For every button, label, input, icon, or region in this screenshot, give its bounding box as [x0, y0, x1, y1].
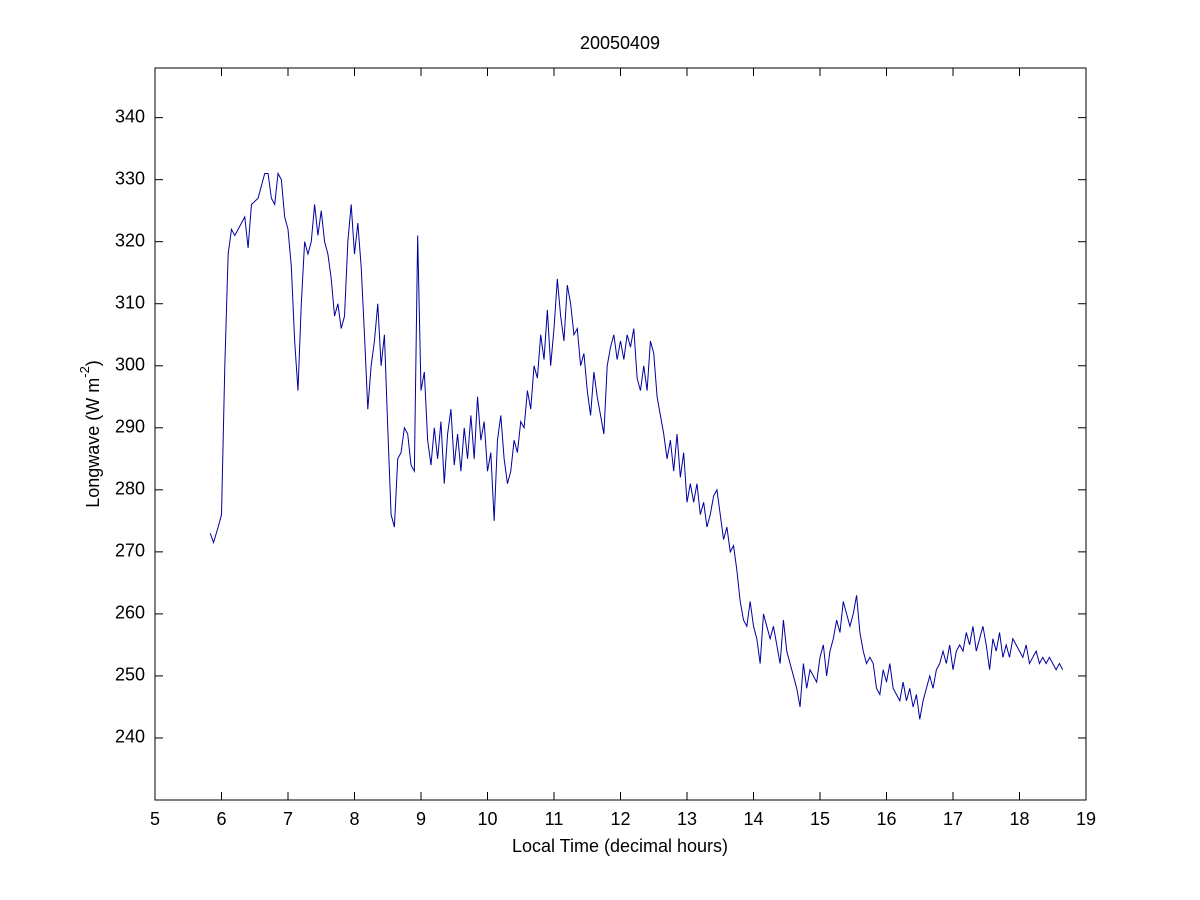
x-tick-label: 14: [743, 809, 763, 829]
x-axis-label: Local Time (decimal hours): [512, 836, 728, 856]
y-tick-label: 270: [115, 541, 145, 561]
x-tick-label: 16: [876, 809, 896, 829]
x-tick-label: 17: [943, 809, 963, 829]
y-tick-label: 300: [115, 355, 145, 375]
y-tick-label: 340: [115, 106, 145, 126]
y-tick-label: 250: [115, 665, 145, 685]
x-tick-label: 18: [1009, 809, 1029, 829]
y-tick-label: 240: [115, 727, 145, 747]
x-tick-label: 15: [810, 809, 830, 829]
y-tick-label: 290: [115, 417, 145, 437]
y-tick-label: 280: [115, 479, 145, 499]
x-tick-label: 8: [349, 809, 359, 829]
y-axis-label-sup: -2: [77, 366, 92, 378]
x-tick-label: 6: [216, 809, 226, 829]
data-line: [209, 171, 1064, 720]
y-axis-label-end: ): [83, 360, 103, 366]
y-axis-label: Longwave (W m-2): [77, 360, 102, 508]
y-tick-label: 320: [115, 230, 145, 250]
x-tick-label: 12: [610, 809, 630, 829]
x-tick-label: 10: [477, 809, 497, 829]
x-tick-label: 11: [545, 809, 564, 829]
x-tick-label: 13: [677, 809, 697, 829]
y-tick-label: 260: [115, 603, 145, 623]
x-tick-label: 19: [1076, 809, 1096, 829]
x-tick-label: 5: [150, 809, 160, 829]
chart-title: 20050409: [580, 33, 660, 53]
x-tick-label: 7: [283, 809, 293, 829]
y-axis-label-main: Longwave (W m: [83, 378, 103, 508]
y-tick-label: 330: [115, 168, 145, 188]
x-tick-label: 9: [416, 809, 426, 829]
y-tick-label: 310: [115, 292, 145, 312]
